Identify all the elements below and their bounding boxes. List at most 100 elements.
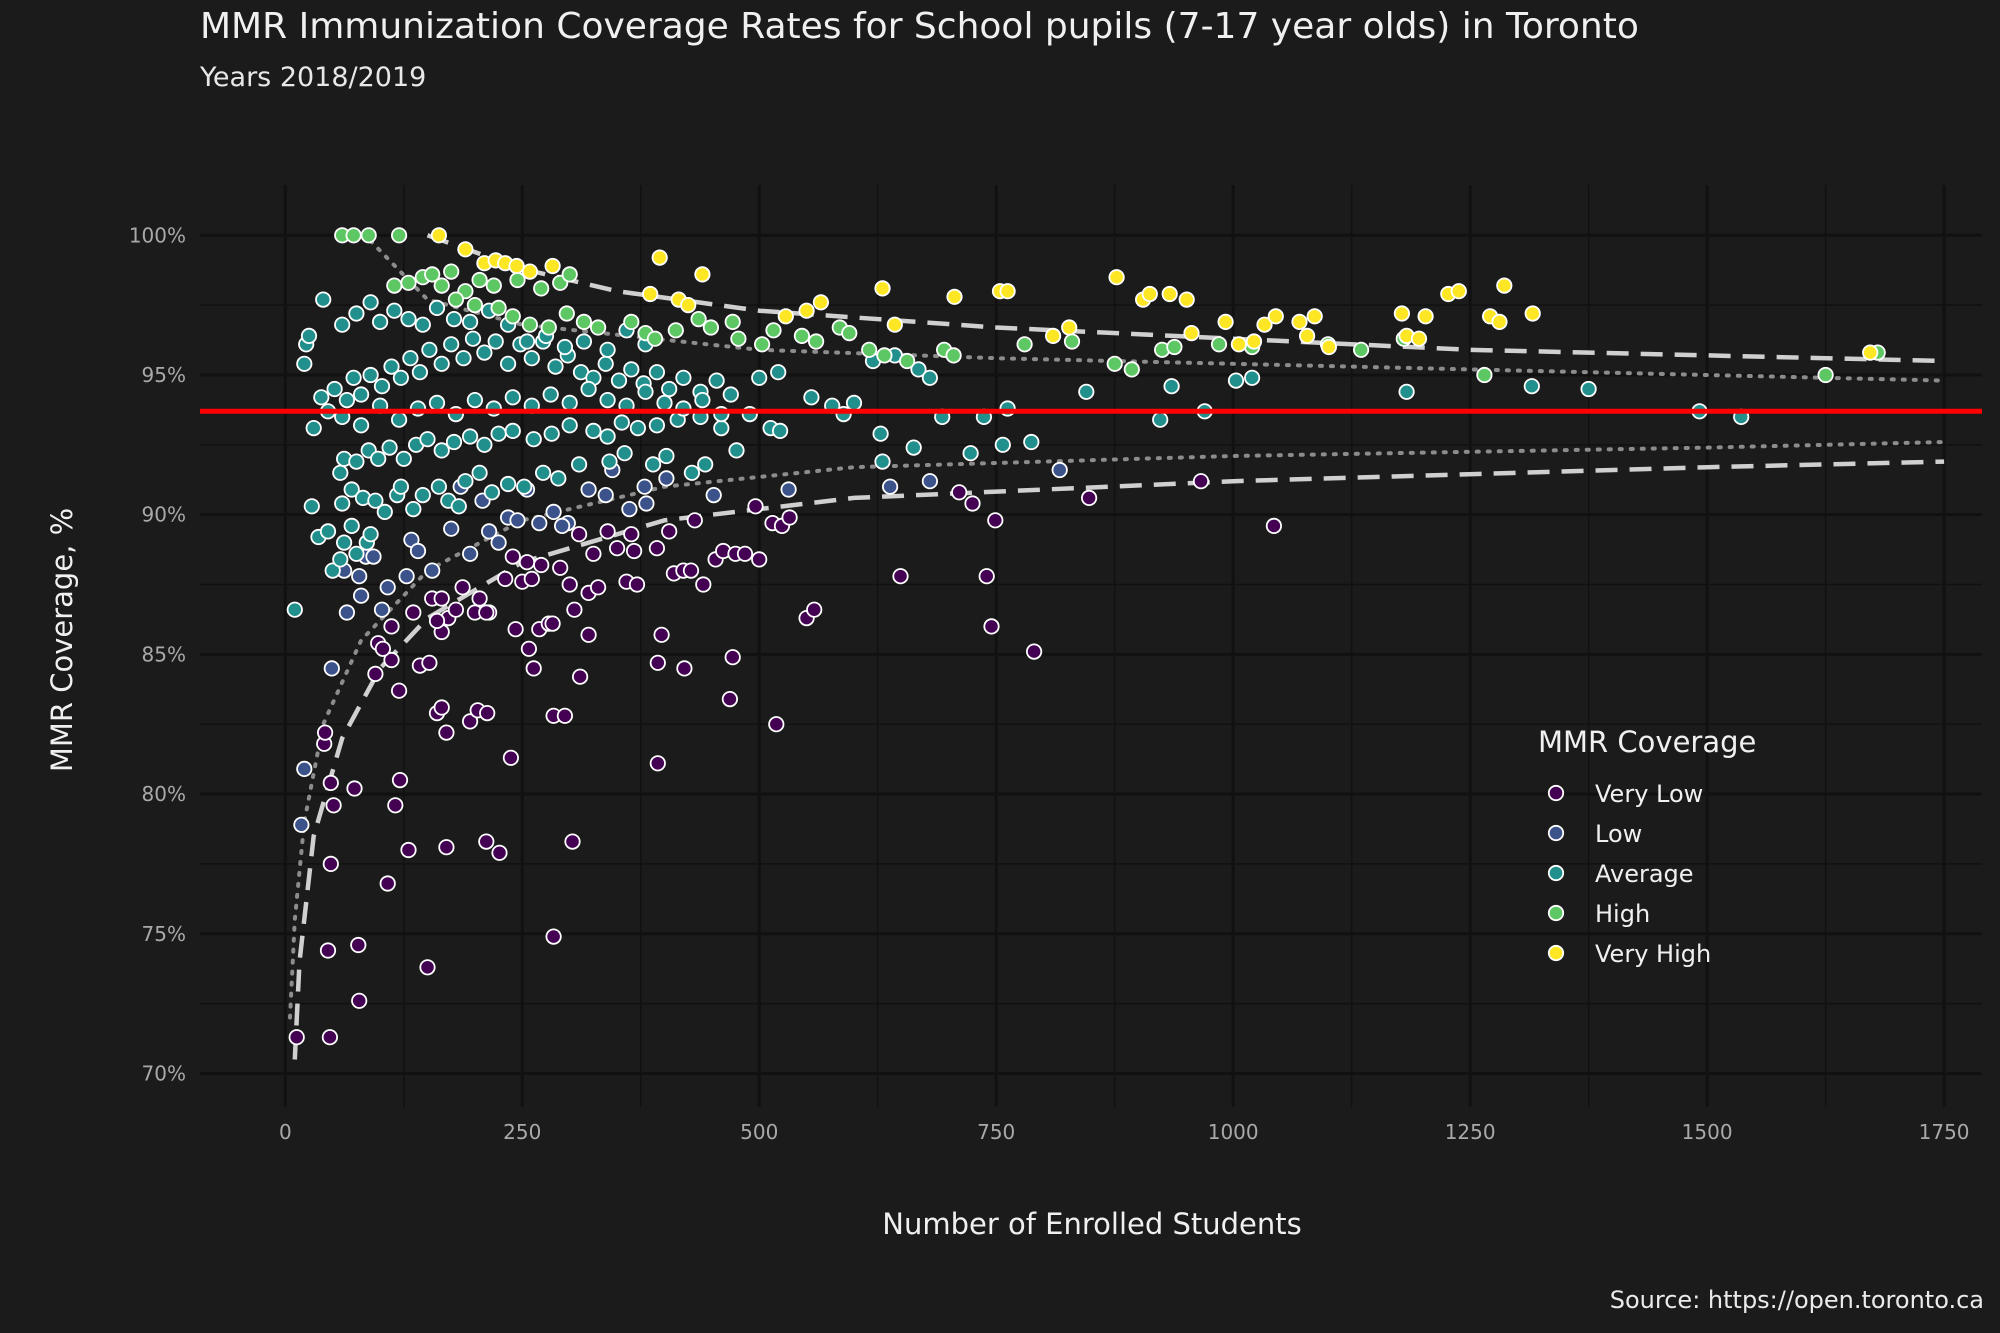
x-tick-label: 500 [740,1120,778,1144]
data-point [395,450,412,467]
data-point [402,350,419,367]
data-point [892,568,909,585]
data-point [1267,308,1284,325]
data-point [556,338,574,356]
data-point [428,394,446,411]
legend-label: Average [1595,860,1694,888]
data-point [365,548,382,565]
data-point [658,470,675,487]
data-point [409,542,427,560]
data-point [1817,366,1834,384]
data-point [629,419,647,437]
data-point [326,380,343,398]
data-point [770,364,787,381]
data-point [461,313,479,330]
data-point [348,545,365,562]
data-point [708,372,725,389]
data-point [443,263,460,280]
data-point [296,355,313,372]
data-point [812,294,830,311]
data-point [1023,433,1040,451]
data-point [780,481,797,498]
data-point [1491,313,1508,330]
legend: MMR Coverage Very LowLowAverageHighVery … [1538,725,1756,968]
data-point [628,576,646,593]
data-point [376,503,393,520]
data-point [872,425,889,442]
data-point [525,660,542,677]
data-point [1123,361,1140,378]
data-point [1227,372,1245,389]
data-point [443,336,460,353]
data-point [768,716,785,733]
data-point [874,453,891,470]
data-point [400,310,417,328]
data-point [753,336,771,353]
data-point [461,545,479,562]
data-point [608,540,626,557]
data-point [921,369,939,386]
data-point [348,305,365,322]
data-point [898,352,916,370]
data-point [610,372,628,389]
data-point [544,257,561,275]
data-point [296,760,313,778]
data-point [561,394,578,411]
grid [200,185,1982,1107]
data-point [421,654,438,671]
data-point [504,548,521,565]
axes: 0 250 500 750 1000 1250 1500 1750 70% 75% 80% 85% 90… [129,223,1970,1144]
data-point [649,654,666,671]
data-point [561,417,578,434]
data-point [485,277,502,294]
data-point [502,749,519,766]
data-point [523,350,540,367]
data-point [414,316,431,333]
data-point [1141,285,1158,303]
legend-swatch [1547,864,1565,882]
data-point [319,523,337,540]
data-point [566,601,583,618]
y-tick-label: 80% [142,782,186,806]
legend-label: Very Low [1595,780,1703,808]
data-point [705,486,722,504]
data-point [370,450,387,467]
data-point [293,816,310,833]
data-point [461,428,479,445]
data-point [623,313,640,330]
data-point [597,486,614,504]
data-point [371,313,389,330]
data-point [1245,333,1263,350]
y-tick-label: 70% [142,1061,186,1085]
data-point [419,959,436,976]
data-point [580,481,597,498]
data-point [648,417,666,434]
data-point [362,366,379,384]
trend-lines [288,233,1947,1060]
data-point [325,797,342,814]
data-point [553,517,571,535]
data-point [445,433,463,451]
data-point [405,604,422,621]
data-point [793,327,811,344]
data-point [360,227,377,244]
data-point [638,495,655,512]
data-point [841,324,858,342]
data-point [1183,324,1200,342]
data-point [601,453,618,470]
data-point [424,266,441,283]
data-point [1523,378,1540,395]
data-point [1210,336,1228,353]
data-point [676,660,693,677]
data-point [962,445,979,462]
data-point [322,855,339,873]
data-point [540,319,557,336]
data-point [599,341,616,358]
data-point [1166,338,1183,356]
x-tick-label: 250 [503,1120,541,1144]
data-point [476,344,493,361]
data-point [623,361,640,378]
data-point [1398,383,1415,400]
data-point [994,436,1011,453]
data-point [1217,313,1234,330]
